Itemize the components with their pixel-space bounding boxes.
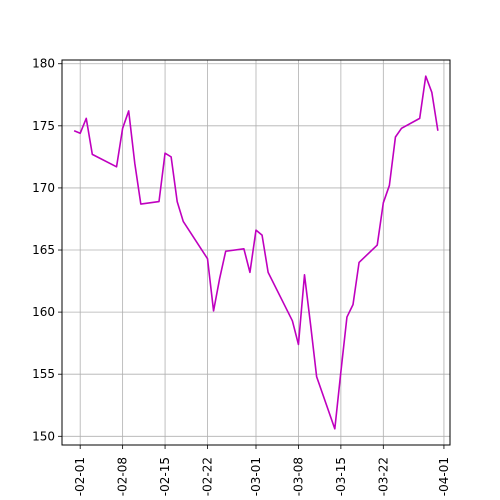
data-point (212, 310, 214, 312)
data-point (358, 261, 360, 263)
y-tick-label: 150 (32, 429, 55, 443)
series-line (73, 75, 439, 430)
data-point (303, 274, 305, 276)
data-point (315, 375, 317, 377)
x-tick-label: -03-15 (334, 457, 348, 496)
data-point (140, 203, 142, 205)
x-tick-label: -02-22 (201, 457, 215, 496)
data-point (346, 316, 348, 318)
data-point (249, 271, 251, 273)
data-point (437, 130, 439, 132)
data-point (224, 250, 226, 252)
data-point (121, 127, 123, 129)
data-point (243, 248, 245, 250)
data-point (164, 152, 166, 154)
data-point (115, 166, 117, 168)
data-point (334, 428, 336, 430)
x-tick-label: -03-22 (376, 457, 390, 496)
data-point (206, 258, 208, 260)
data-point (170, 156, 172, 158)
data-point (297, 343, 299, 345)
data-point (394, 136, 396, 138)
data-point (158, 200, 160, 202)
data-point (431, 91, 433, 93)
y-tick-label: 175 (32, 119, 55, 133)
x-axis: -02-01 -02-08 -02-15 -02-22 -03-01 -03-08 -03-… (73, 445, 451, 496)
y-tick-label: 180 (32, 57, 55, 71)
data-point (352, 303, 354, 305)
data-point (218, 277, 220, 279)
data-point (418, 117, 420, 119)
x-tick-label: -02-01 (73, 457, 87, 496)
data-point (291, 320, 293, 322)
data-point (134, 162, 136, 164)
data-point (182, 220, 184, 222)
data-point (79, 132, 81, 134)
data-point (91, 153, 93, 155)
y-tick-label: 165 (32, 243, 55, 257)
y-tick-label: 160 (32, 305, 55, 319)
x-tick-label: -03-08 (291, 457, 305, 496)
y-tick-label: 170 (32, 181, 55, 195)
data-point (340, 371, 342, 373)
data-point (176, 200, 178, 202)
x-tick-label: -02-15 (158, 457, 172, 496)
data-point (309, 323, 311, 325)
x-tick-label: -04-01 (437, 457, 451, 496)
data-point (255, 229, 257, 231)
y-axis: 150 155 160 165 170 175 180 (32, 57, 62, 443)
data-point (376, 244, 378, 246)
series-layer (73, 75, 439, 430)
x-tick-label: -02-08 (116, 457, 130, 496)
data-point (127, 110, 129, 112)
data-point (267, 271, 269, 273)
data-point (382, 202, 384, 204)
data-point (425, 75, 427, 77)
grid-lines (62, 60, 450, 445)
x-tick-label: -03-01 (249, 457, 263, 496)
data-point (400, 127, 402, 129)
data-point (85, 117, 87, 119)
y-tick-label: 155 (32, 367, 55, 381)
data-point (261, 234, 263, 236)
data-point (73, 130, 75, 132)
data-point (388, 184, 390, 186)
